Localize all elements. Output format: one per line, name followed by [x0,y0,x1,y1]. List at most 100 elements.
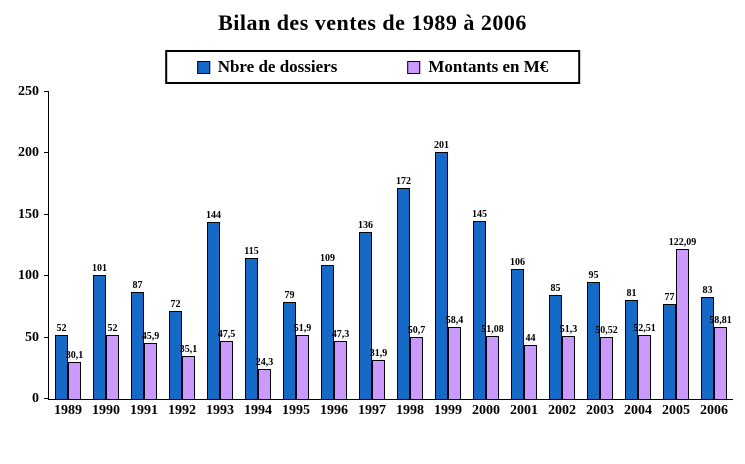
bar-montants: 47,5 [218,329,235,399]
bar-dossiers: 144 [206,211,221,399]
bar-value-label: 115 [244,245,259,257]
bar-value-label: 81 [626,287,637,299]
bar-dossiers: 106 [510,257,525,399]
bar-value-label: 145 [472,208,487,220]
bar-value-label: 52 [56,323,67,335]
bar-dossiers: 87 [131,281,144,399]
x-axis-label: 1991 [130,403,158,418]
x-axis-label: 1992 [168,403,196,418]
y-tick-mark [44,398,49,399]
x-axis-label: 1989 [54,403,82,418]
bar-dossiers: 201 [434,141,449,399]
bar-group-1994: 115 24,3 [239,92,277,399]
bar-value-label: 87 [132,280,143,292]
legend-marker-dossiers-icon [196,60,210,74]
bar-group-1998: 172 50,7 [391,92,429,399]
y-tick-mark [44,336,49,338]
bar-value-label: 52 [107,323,118,335]
bar-group-1992: 72 35,1 [163,92,201,399]
bar-value-label: 52,51 [633,322,656,334]
bar-value-label: 109 [320,253,335,265]
bar-montants: 58,4 [446,316,463,399]
bar-value-label: 47,5 [217,328,236,340]
bar-montants: 122,09 [669,238,696,399]
y-tick-mark [44,275,49,277]
bar-montants: 50,52 [595,325,618,399]
bar-value-label: 172 [396,175,411,187]
bar-value-label: 31,9 [369,347,388,359]
y-tick-label: 50 [25,329,39,345]
x-axis-label: 2006 [700,403,728,418]
bar-value-label: 58,4 [445,315,464,327]
bar-dossiers: 72 [169,299,182,399]
bar-group-1993: 144 47,5 [201,92,239,399]
bar-group-1999: 201 58,4 [429,92,467,399]
x-axis-label: 1990 [92,403,120,418]
bar-value-label: 45,9 [141,330,160,342]
x-axis: 1989 1990 1991 1992 1993 1994 1995 1996 1997 1998… [49,404,733,418]
bar-montants: 52 [106,324,119,399]
bar-group-1989: 52 30,1 [49,92,87,399]
bar-montants: 51,9 [294,324,311,399]
x-axis-label: 2005 [662,403,690,418]
x-axis-label: 1996 [320,403,348,418]
bar-group-1996: 109 47,3 [315,92,353,399]
bar-group-2006: 83 58,81 [695,92,733,399]
bar-dossiers: 79 [283,291,296,399]
bar-dossiers: 109 [320,254,335,399]
x-axis-label: 2004 [624,403,652,418]
bar-dossiers: 81 [625,288,638,399]
x-axis-label: 1993 [206,403,234,418]
chart-legend: Nbre de dossiers Montants en M€ [164,50,581,84]
bar-value-label: 30,1 [65,350,84,362]
bar-value-label: 44 [525,332,536,344]
bar-dossiers: 101 [92,263,107,399]
bar-group-2001: 106 44 [505,92,543,399]
bar-montants: 45,9 [142,331,159,399]
bar-value-label: 101 [92,262,107,274]
y-tick-label: 200 [18,145,39,161]
bar-montants: 50,7 [408,325,425,399]
y-tick-mark [44,152,49,154]
bar-montants: 30,1 [66,351,83,399]
bar-dossiers: 145 [472,209,487,399]
bar-montants: 47,3 [332,329,349,399]
bar-value-label: 122,09 [668,237,697,249]
bar-group-2003: 95 50,52 [581,92,619,399]
x-axis-label: 1999 [434,403,462,418]
bar-value-label: 47,3 [331,328,350,340]
x-axis-label: 2002 [548,403,576,418]
bar-value-label: 50,52 [595,324,618,336]
bar-value-label: 77 [664,292,675,304]
bar-montants: 35,1 [180,344,197,399]
bar-value-label: 51,08 [481,324,504,336]
x-axis-label: 1995 [282,403,310,418]
bar-group-2004: 81 52,51 [619,92,657,399]
bar-value-label: 144 [206,210,221,222]
plot-area: 0 50 100 150 200 250 52 30,1 101 52 87 45,9 72 35,1 1… [18,85,733,418]
legend-item-dossiers: Nbre de dossiers [196,57,337,77]
bar-value-label: 106 [510,256,525,268]
bar-value-label: 72 [170,298,181,310]
bar-value-label: 58,81 [709,314,732,326]
bar-value-label: 85 [550,282,561,294]
bar-value-label: 95 [588,270,599,282]
bar-montants: 24,3 [256,358,273,399]
bar-montants: 51,08 [481,325,504,399]
bar-montants: 51,3 [560,325,577,399]
bar-value-label: 201 [434,140,449,152]
bar-value-label: 50,7 [407,324,426,336]
x-axis-label: 1997 [358,403,386,418]
bar-group-2005: 77 122,09 [657,92,696,399]
bar-dossiers: 172 [396,176,411,399]
x-axis-label: 1998 [396,403,424,418]
bar-group-2002: 85 51,3 [543,92,581,399]
bar-value-label: 51,9 [293,323,312,335]
legend-label-montants: Montants en M€ [428,57,549,76]
bar-value-label: 51,3 [559,324,578,336]
x-axis-label: 2001 [510,403,538,418]
legend-marker-montants-icon [407,60,421,74]
bar-group-2000: 145 51,08 [467,92,505,399]
bar-value-label: 79 [284,290,295,301]
